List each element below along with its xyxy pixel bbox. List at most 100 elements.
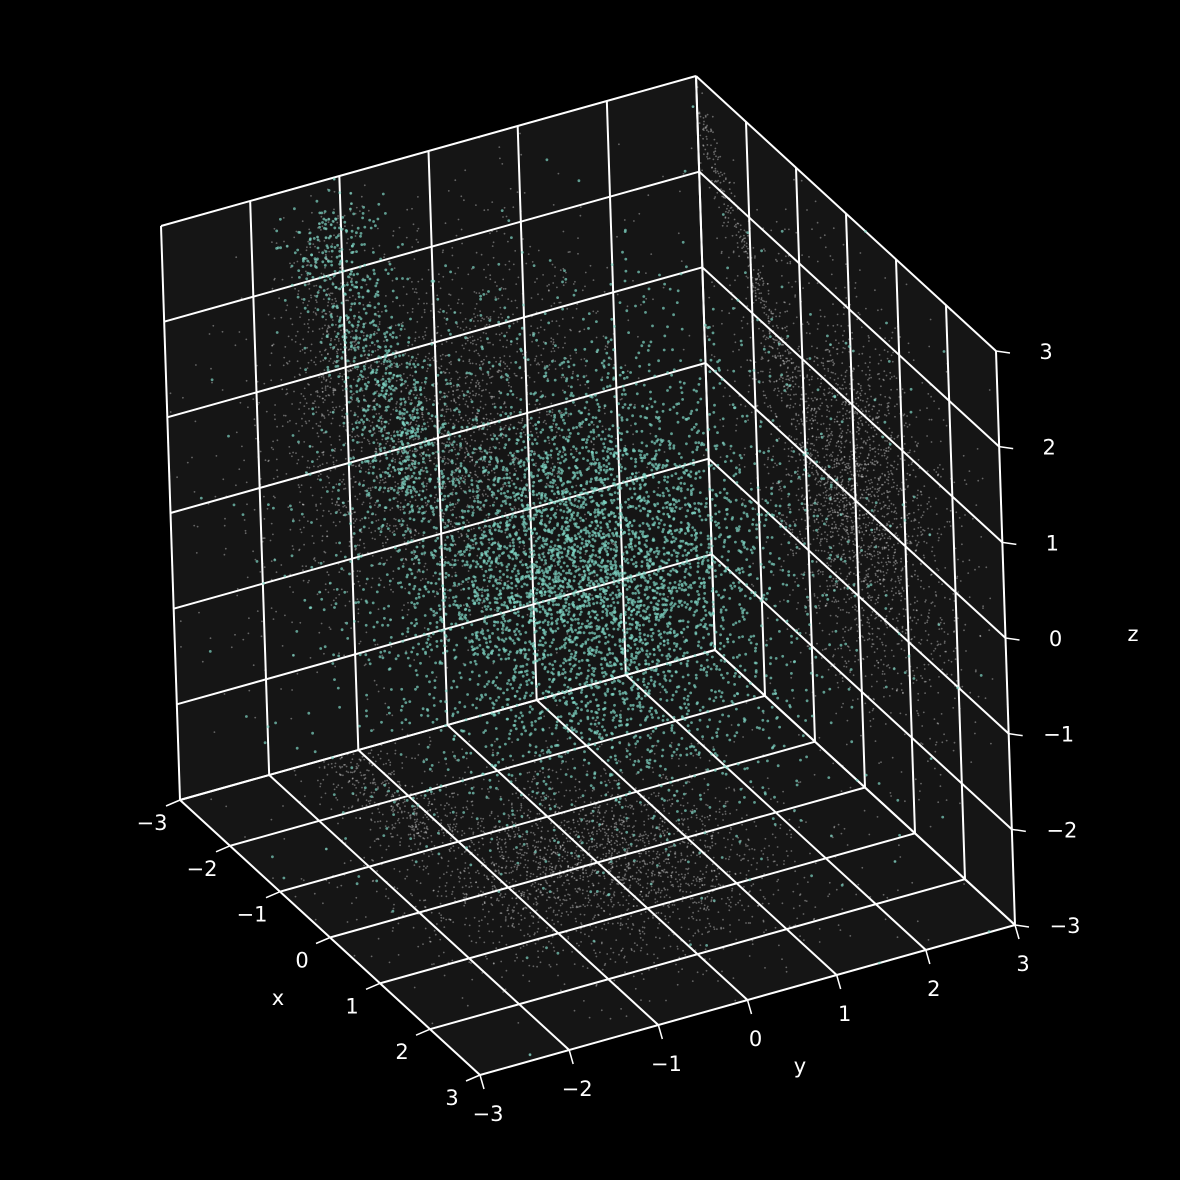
projection-point [645,943,648,946]
projection-point [324,792,327,795]
projection-point [364,322,367,324]
projection-point [703,327,706,329]
projection-point [575,833,578,836]
projection-point [695,878,698,880]
projection-point [518,529,520,531]
projection-point [438,311,441,314]
projection-point [843,515,846,518]
projection-point [595,985,598,987]
projection-point [338,424,341,427]
projection-point [691,915,693,918]
projection-point [806,645,809,648]
projection-point [877,448,880,451]
projection-point [887,450,890,452]
projection-point [606,342,609,345]
projection-point [562,346,564,349]
projection-point [847,464,850,467]
projection-point [374,350,377,352]
projection-point [923,540,926,543]
projection-point [875,417,877,420]
projection-point [825,454,828,456]
projection-point [708,922,711,925]
projection-point [825,348,828,351]
projection-point [319,803,321,806]
projection-point [412,288,414,290]
projection-point [844,630,846,633]
projection-point [814,412,817,414]
projection-point [466,337,469,340]
projection-point [485,355,488,358]
projection-point [787,506,790,509]
projection-point [529,483,531,486]
projection-point [481,837,484,840]
projection-point [504,531,507,534]
projection-point [901,567,904,570]
projection-point [753,821,756,823]
projection-point [621,837,624,840]
projection-point [489,376,491,379]
projection-point [307,581,309,584]
projection-point [453,886,455,889]
projection-point [313,558,315,560]
projection-point [792,554,795,557]
projection-point [473,527,475,530]
projection-point [301,503,304,506]
projection-point [669,850,672,853]
projection-point [463,869,465,872]
projection-point [886,402,889,405]
projection-point [296,672,299,675]
projection-point [591,840,593,843]
projection-point [516,191,519,194]
projection-point [515,396,518,399]
projection-point [537,846,539,849]
projection-point [472,342,474,345]
projection-point [788,527,790,530]
projection-point [718,872,721,875]
projection-point [803,464,806,466]
projection-point [314,406,317,408]
projection-point [647,840,650,843]
projection-point [549,781,552,784]
projection-point [647,875,649,878]
projection-point [998,539,1001,541]
projection-point [510,343,512,346]
projection-point [819,315,822,318]
projection-point [902,590,905,592]
projection-point [884,617,887,620]
projection-point [826,444,829,447]
projection-point [463,539,466,542]
projection-point [344,395,346,398]
projection-point [877,495,879,498]
projection-point [498,146,501,149]
projection-point [803,876,806,879]
projection-point [545,740,547,742]
projection-point [721,970,723,973]
projection-point [307,460,309,462]
projection-point [579,951,582,953]
projection-point [762,920,765,923]
projection-point [304,795,306,798]
projection-point [433,963,435,965]
projection-point [1007,717,1010,720]
projection-point [533,833,536,836]
projection-point [877,597,880,599]
projection-point [600,857,602,860]
projection-point [721,813,724,816]
projection-point [357,620,360,623]
projection-point [769,499,772,502]
projection-point [883,585,885,588]
projection-point [657,927,659,929]
projection-point [615,860,618,863]
projection-point [592,814,595,817]
projection-point [439,560,441,563]
projection-point [462,329,465,331]
projection-point [839,763,841,766]
grid-line [945,305,966,880]
projection-point [545,853,547,856]
projection-point [762,335,765,338]
projection-point [538,812,541,815]
projection-point [552,911,555,913]
projection-point [802,913,805,915]
projection-point [841,581,844,584]
projection-point [489,278,492,281]
